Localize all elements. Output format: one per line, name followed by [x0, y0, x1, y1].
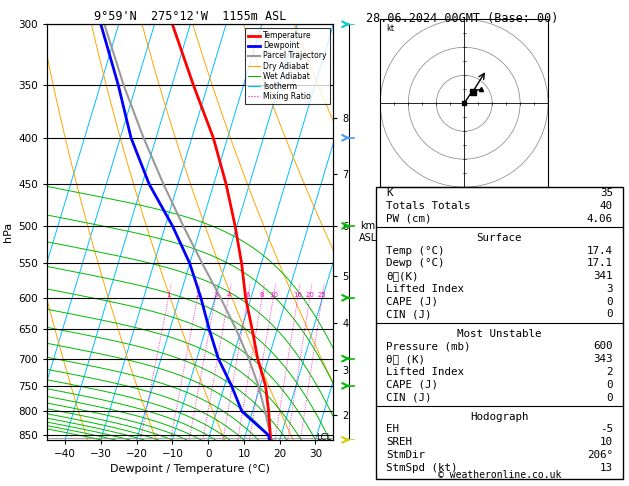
Text: 1: 1 — [166, 292, 170, 298]
Text: Dewp (°C): Dewp (°C) — [386, 258, 445, 268]
Title: 9°59'N  275°12'W  1155m ASL: 9°59'N 275°12'W 1155m ASL — [94, 10, 286, 23]
Text: Surface: Surface — [477, 233, 522, 243]
Text: 341: 341 — [593, 271, 613, 281]
Text: 206°: 206° — [587, 450, 613, 460]
Text: kt: kt — [386, 24, 394, 33]
Text: K: K — [386, 188, 392, 198]
Text: θᴇ (K): θᴇ (K) — [386, 354, 425, 364]
Text: 10: 10 — [600, 437, 613, 447]
Text: CAPE (J): CAPE (J) — [386, 380, 438, 390]
Text: 4: 4 — [226, 292, 231, 298]
Text: 20: 20 — [305, 292, 314, 298]
Text: Pressure (mb): Pressure (mb) — [386, 341, 470, 351]
Text: 3: 3 — [606, 284, 613, 294]
Text: 10: 10 — [269, 292, 278, 298]
Text: 17.1: 17.1 — [587, 258, 613, 268]
Text: 343: 343 — [593, 354, 613, 364]
Text: 0: 0 — [606, 393, 613, 402]
Text: Lifted Index: Lifted Index — [386, 284, 464, 294]
Text: 17.4: 17.4 — [587, 245, 613, 256]
Text: 4.06: 4.06 — [587, 213, 613, 224]
Text: EH: EH — [386, 424, 399, 434]
Text: 8: 8 — [260, 292, 264, 298]
Text: CAPE (J): CAPE (J) — [386, 296, 438, 307]
Legend: Temperature, Dewpoint, Parcel Trajectory, Dry Adiabat, Wet Adiabat, Isotherm, Mi: Temperature, Dewpoint, Parcel Trajectory… — [245, 28, 330, 104]
Text: 0: 0 — [606, 380, 613, 390]
Text: 2: 2 — [606, 367, 613, 377]
Text: 2: 2 — [195, 292, 199, 298]
Text: PW (cm): PW (cm) — [386, 213, 431, 224]
Text: θᴇ(K): θᴇ(K) — [386, 271, 418, 281]
Text: 16: 16 — [293, 292, 303, 298]
Text: -5: -5 — [600, 424, 613, 434]
Text: 28.06.2024 00GMT (Base: 00): 28.06.2024 00GMT (Base: 00) — [366, 12, 559, 25]
Text: CIN (J): CIN (J) — [386, 393, 431, 402]
Text: 25: 25 — [318, 292, 326, 298]
Text: 40: 40 — [600, 201, 613, 211]
Text: Most Unstable: Most Unstable — [457, 329, 542, 339]
Text: 35: 35 — [600, 188, 613, 198]
Text: Hodograph: Hodograph — [470, 412, 529, 422]
X-axis label: Dewpoint / Temperature (°C): Dewpoint / Temperature (°C) — [110, 465, 270, 474]
Text: 0: 0 — [606, 296, 613, 307]
Text: LCL: LCL — [316, 434, 331, 442]
Text: SREH: SREH — [386, 437, 412, 447]
Text: Totals Totals: Totals Totals — [386, 201, 470, 211]
Text: CIN (J): CIN (J) — [386, 310, 431, 319]
Text: 0: 0 — [606, 310, 613, 319]
Text: © weatheronline.co.uk: © weatheronline.co.uk — [438, 469, 561, 480]
Text: Temp (°C): Temp (°C) — [386, 245, 445, 256]
Text: StmSpd (kt): StmSpd (kt) — [386, 463, 457, 473]
Y-axis label: km
ASL: km ASL — [359, 221, 377, 243]
Text: 13: 13 — [600, 463, 613, 473]
Text: StmDir: StmDir — [386, 450, 425, 460]
Text: 3: 3 — [213, 292, 218, 298]
Text: 600: 600 — [593, 341, 613, 351]
Y-axis label: hPa: hPa — [3, 222, 13, 242]
Text: Lifted Index: Lifted Index — [386, 367, 464, 377]
Text: 6: 6 — [245, 292, 250, 298]
